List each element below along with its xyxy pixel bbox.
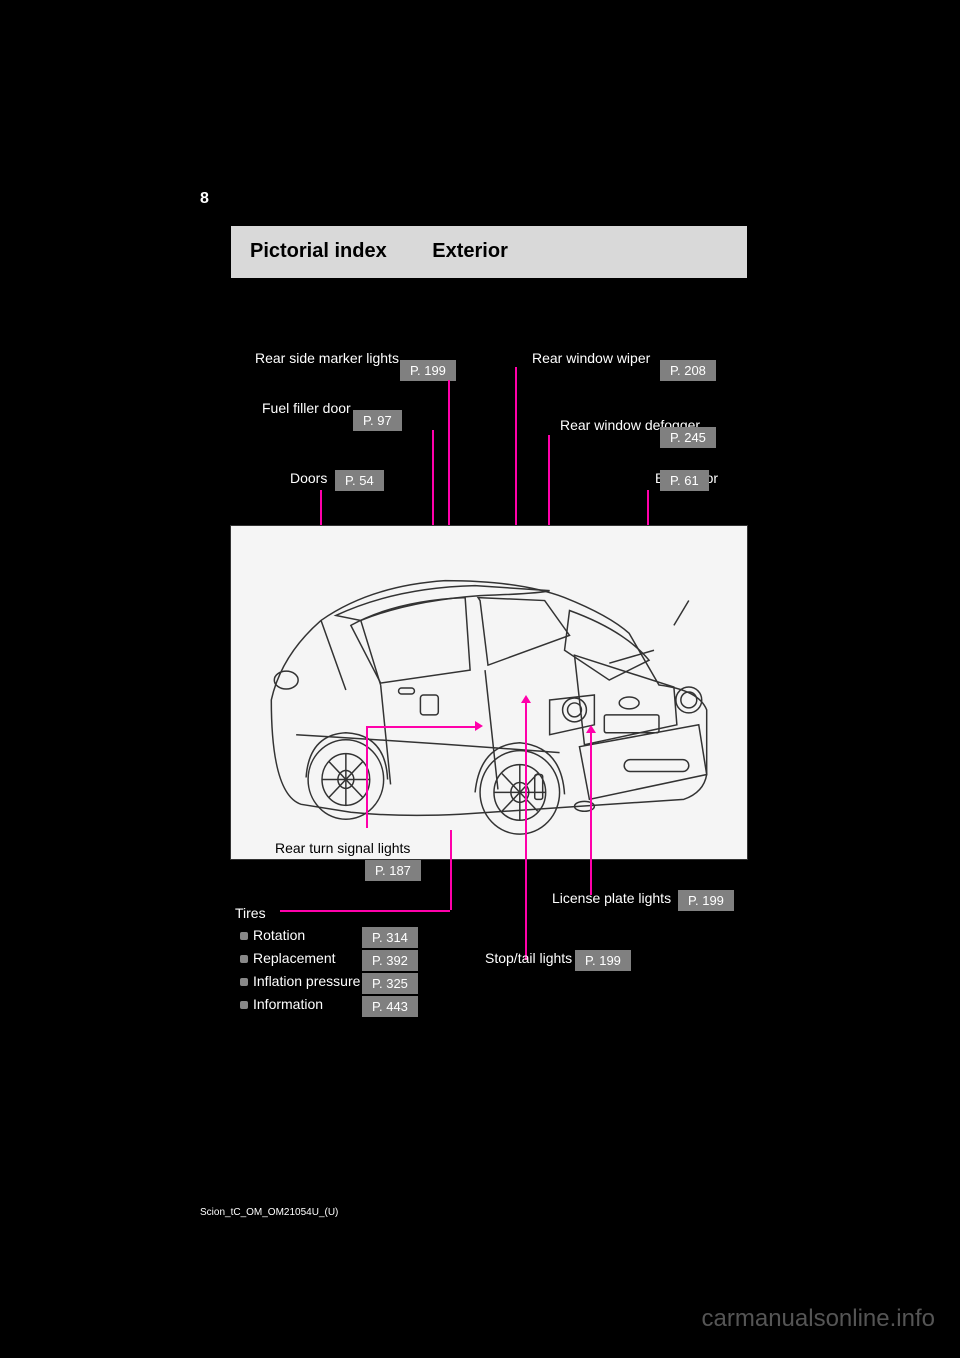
ref-tire-rotation[interactable]: P. 314 [362,927,418,948]
ref-rear-wiper[interactable]: P. 208 [660,360,716,381]
label-fuel-door: Fuel filler door [262,400,351,416]
ref-tail-lights[interactable]: P. 199 [575,950,631,971]
car-diagram [230,525,748,860]
bullet-4 [240,1001,248,1009]
ref-back-door[interactable]: P. 61 [660,470,709,491]
ref-tire-pressure[interactable]: P. 325 [362,973,418,994]
line-tires-v [450,830,452,910]
bullet-3 [240,978,248,986]
label-rear-wiper: Rear window wiper [532,350,650,366]
line-turnsignals-h [366,726,476,728]
arrow-license [586,725,596,733]
ref-tire-replacement[interactable]: P. 392 [362,950,418,971]
label-tire-replacement: Replacement [253,950,336,966]
arrow-turnsignals [475,721,483,731]
label-tire-info: Information [253,996,323,1012]
page-number: 8 [200,190,209,208]
ref-rear-defogger[interactable]: P. 245 [660,427,716,448]
ref-turn-signals[interactable]: P. 187 [365,860,421,881]
label-side-lights: Rear side marker lights [255,350,399,366]
line-taillights [525,700,527,960]
line-turnsignals-v [366,726,368,828]
label-turn-signals: Rear turn signal lights [275,840,410,856]
arrow-taillights [521,695,531,703]
ref-license-plate[interactable]: P. 199 [678,890,734,911]
footer-text: Scion_tC_OM_OM21054U_(U) [200,1207,338,1218]
bullet-1 [240,932,248,940]
label-tire-pressure: Inflation pressure [253,973,360,989]
bullet-2 [240,955,248,963]
title-sub: Exterior [432,240,508,262]
label-license-plate: License plate lights [552,890,671,906]
line-license [590,730,592,895]
watermark: carmanualsonline.info [702,1305,935,1333]
label-doors: Doors [290,470,327,486]
line-tires-h [280,910,450,912]
page-title: Pictorial index Exterior [250,240,508,263]
ref-fuel-door[interactable]: P. 97 [353,410,402,431]
ref-doors[interactable]: P. 54 [335,470,384,491]
label-tire-rotation: Rotation [253,927,305,943]
car-illustration [231,526,747,859]
label-tires: Tires [235,905,266,921]
label-tail-lights: Stop/tail lights [485,950,572,966]
ref-tire-info[interactable]: P. 443 [362,996,418,1017]
title-main: Pictorial index [250,240,387,262]
ref-side-lights[interactable]: P. 199 [400,360,456,381]
